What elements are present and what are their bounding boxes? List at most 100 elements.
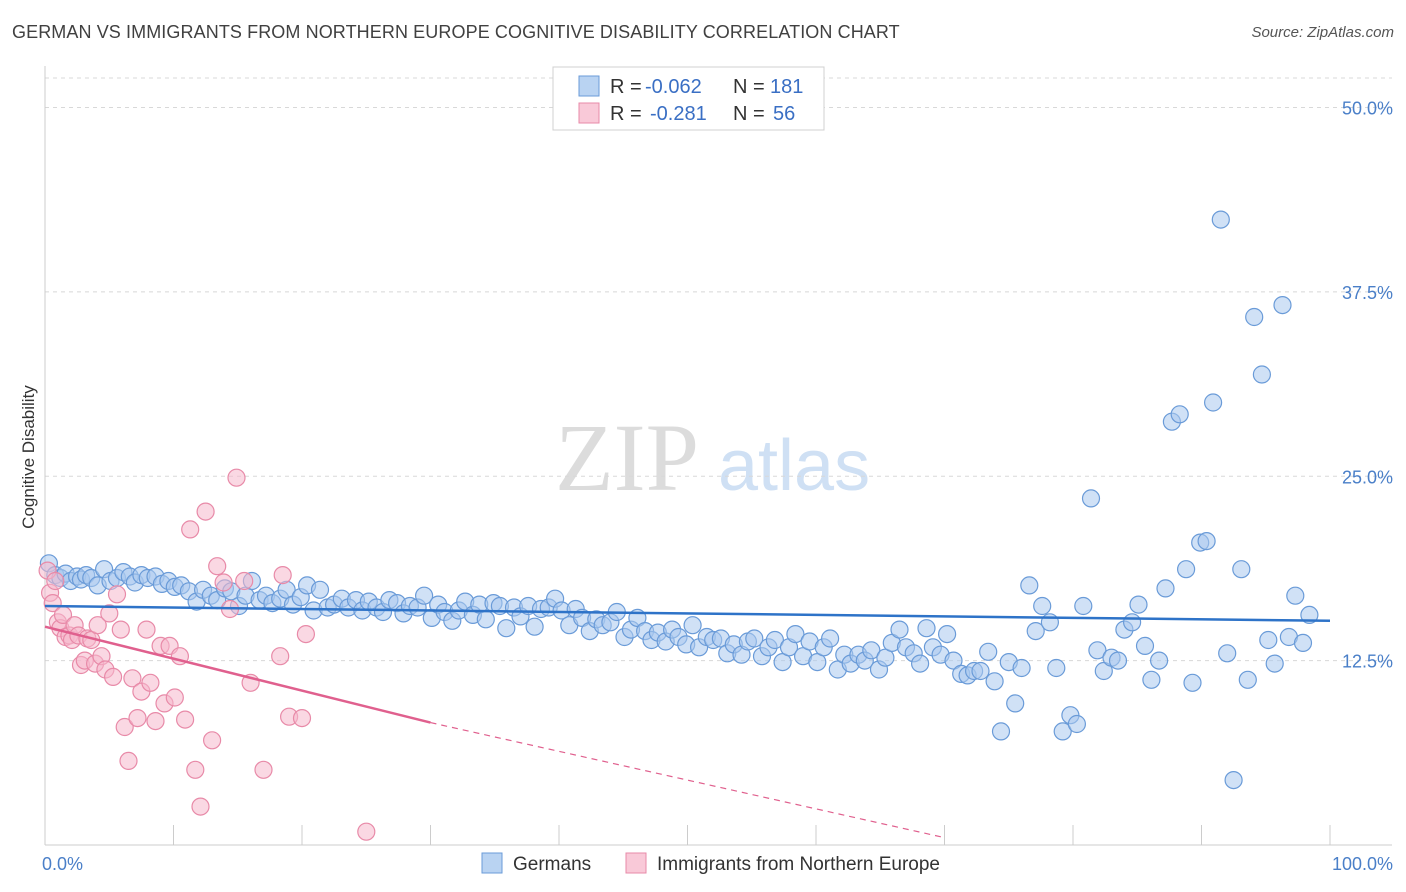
y-tick-label: 25.0% — [1342, 467, 1393, 487]
legend-n-value: 181 — [770, 76, 803, 98]
legend-swatch-germans — [481, 852, 503, 874]
data-point-germans — [1142, 670, 1161, 689]
data-point-germans — [890, 620, 909, 639]
data-point-germans — [745, 629, 764, 648]
data-point-germans — [1053, 722, 1072, 741]
y-tick-label: 50.0% — [1342, 99, 1393, 119]
legend-r-value: -0.281 — [650, 103, 707, 125]
legend-swatch-immigrants — [625, 852, 647, 874]
series-immigrants-northern-europe — [38, 468, 376, 841]
data-point-immigrants — [100, 604, 119, 623]
legend-swatch-blue — [578, 75, 600, 97]
data-point-immigrants — [273, 565, 292, 585]
data-point-germans — [1026, 621, 1045, 641]
data-point-immigrants — [176, 710, 195, 729]
data-point-immigrants — [186, 760, 205, 779]
data-point-immigrants — [107, 585, 127, 604]
correlation-legend: R = -0.062 N = 181 R = -0.281 N = 56 — [552, 66, 825, 131]
data-point-germans — [1067, 714, 1087, 734]
data-point-immigrants — [46, 571, 65, 591]
data-point-germans — [1081, 489, 1101, 508]
data-point-immigrants — [88, 616, 107, 635]
data-point-germans — [1006, 694, 1025, 713]
data-point-germans — [1197, 531, 1216, 551]
data-point-immigrants — [214, 573, 233, 592]
series-germans — [39, 210, 1319, 790]
data-point-germans — [1218, 644, 1237, 663]
data-point-germans — [1252, 365, 1272, 384]
data-point-immigrants — [296, 624, 315, 644]
data-point-immigrants — [271, 647, 290, 666]
x-tick-label: 0.0% — [42, 854, 83, 874]
data-point-germans — [1176, 560, 1196, 579]
data-point-germans — [1170, 405, 1189, 424]
data-point-germans — [1245, 307, 1264, 327]
data-point-immigrants — [191, 797, 210, 816]
chart-title: GERMAN VS IMMIGRANTS FROM NORTHERN EUROP… — [12, 22, 900, 42]
data-point-germans — [1203, 393, 1223, 412]
data-point-germans — [910, 654, 930, 673]
trend-lines — [44, 604, 1331, 839]
data-point-germans — [1108, 651, 1128, 670]
x-tick-labels: 0.0% 100.0% — [42, 854, 1393, 874]
trend-line-immigrants — [44, 625, 431, 724]
data-point-germans — [979, 642, 998, 661]
data-point-germans — [683, 616, 702, 635]
series-legend: Germans Immigrants from Northern Europe — [481, 852, 940, 875]
watermark-atlas: atlas — [718, 426, 870, 506]
data-point-germans — [1293, 633, 1313, 653]
data-point-germans — [497, 619, 516, 638]
data-point-germans — [786, 624, 805, 644]
data-point-immigrants — [181, 520, 200, 539]
data-point-immigrants — [227, 468, 246, 487]
data-point-immigrants — [203, 731, 222, 750]
data-point-germans — [1224, 770, 1243, 790]
y-tick-label: 12.5% — [1342, 652, 1393, 672]
data-point-germans — [1122, 613, 1142, 632]
y-axis-label: Cognitive Disability — [19, 385, 38, 529]
data-point-immigrants — [111, 620, 130, 639]
data-point-germans — [1088, 641, 1107, 660]
legend-r-label: R = — [610, 76, 642, 98]
legend-r-label: R = — [610, 103, 642, 125]
data-point-germans — [765, 630, 785, 650]
watermark-zip: ZIP — [555, 404, 699, 511]
watermark: ZIP atlas — [555, 404, 870, 511]
axes — [44, 66, 1392, 846]
data-point-germans — [862, 641, 881, 660]
data-point-immigrants — [141, 673, 160, 692]
data-point-germans — [1135, 636, 1155, 656]
data-point-germans — [985, 672, 1004, 691]
data-point-germans — [917, 619, 936, 638]
data-point-germans — [1265, 654, 1284, 673]
data-point-germans — [1300, 605, 1319, 625]
data-point-germans — [1232, 560, 1251, 579]
legend-n-label: N = — [733, 76, 765, 98]
data-point-germans — [1286, 586, 1305, 605]
data-point-immigrants — [123, 669, 142, 688]
data-point-germans — [1012, 658, 1031, 678]
data-point-immigrants — [235, 571, 254, 591]
data-point-germans — [820, 629, 840, 648]
data-point-immigrants — [196, 502, 215, 521]
y-tick-label: 37.5% — [1342, 283, 1393, 303]
data-point-germans — [525, 617, 544, 636]
legend-n-label: N = — [733, 103, 765, 125]
data-point-germans — [476, 610, 495, 629]
data-point-immigrants — [254, 760, 273, 779]
data-point-germans — [310, 580, 330, 599]
data-point-germans — [1033, 596, 1052, 616]
data-point-germans — [1074, 596, 1093, 616]
data-point-germans — [1238, 670, 1257, 689]
trend-line-germans — [44, 604, 1331, 623]
data-point-germans — [1259, 630, 1278, 650]
data-point-germans — [1020, 576, 1039, 595]
data-point-immigrants — [115, 717, 134, 737]
data-point-immigrants — [357, 822, 376, 841]
data-point-germans — [971, 661, 990, 681]
data-point-immigrants — [137, 620, 156, 639]
legend-label-immigrants: Immigrants from Northern Europe — [657, 854, 940, 875]
data-point-germans — [1273, 296, 1292, 315]
legend-label-germans: Germans — [513, 854, 591, 875]
